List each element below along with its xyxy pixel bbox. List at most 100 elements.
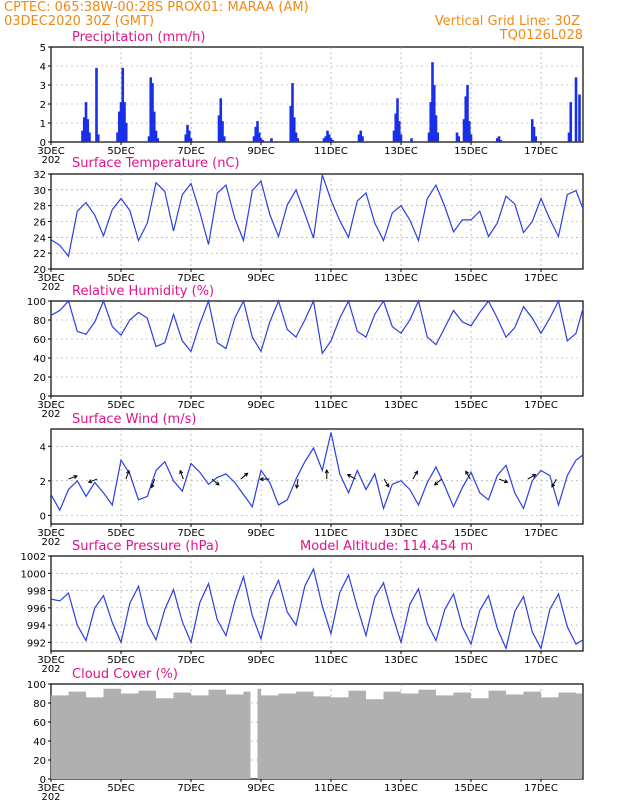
precip-xtick-label: 3DEC: [37, 146, 64, 157]
precip-bar: [147, 136, 151, 142]
humidity-title: Relative Humidity (%): [72, 284, 214, 299]
cloud-cover-bar: [121, 693, 139, 779]
cloud-ytick-label: 0: [40, 775, 46, 786]
wind-ytick-label: 0: [40, 511, 46, 522]
cloud-cover-bar: [68, 691, 86, 779]
precipitation-panel: Precipitation (mm/h) 0 1 2 3 4 5 3DEC 5DEC 7DEC 9…: [37, 30, 584, 166]
precip-bar: [116, 132, 119, 142]
pressure-xtick-label: 11DEC: [314, 655, 348, 666]
wind-year-label: 202: [41, 537, 60, 548]
precip-bar: [574, 77, 578, 142]
wind-direction-arrow: [347, 474, 356, 480]
wind-direction-arrow: [211, 478, 220, 486]
precip-bar: [322, 138, 326, 142]
wind-xtick-label: 7DEC: [177, 528, 204, 539]
cloud-cover-bar: [331, 697, 349, 779]
precip-bar: [329, 138, 333, 142]
precip-bar: [149, 77, 153, 142]
cloud-ytick-label: 60: [33, 718, 46, 729]
pressure-ytick-label: 998: [27, 587, 46, 598]
cloud-cover-bar: [471, 698, 489, 779]
rh-xtick-label: 3DEC: [37, 400, 64, 411]
precip-bar: [396, 98, 399, 142]
precip-bar: [294, 132, 298, 142]
precip-bar: [436, 132, 440, 142]
precip-bar: [466, 85, 469, 142]
wind-direction-arrow: [412, 471, 418, 480]
precip-bar: [434, 115, 438, 142]
precip-bar: [467, 121, 471, 142]
precip-bar: [95, 67, 98, 142]
precip-ytick-label: 2: [40, 100, 46, 111]
wind-direction-arrow: [88, 478, 98, 483]
precip-bar: [429, 102, 433, 142]
wind-frame: [50, 428, 584, 525]
wind-arrow-head: [503, 479, 509, 484]
temp-xtick-label: 5DEC: [107, 273, 134, 284]
wind-arrow-head: [126, 469, 130, 475]
cloud-cover-bar: [261, 695, 279, 779]
precip-bar: [457, 136, 461, 142]
rh-xtick-label: 9DEC: [247, 400, 274, 411]
precipitation-title: Precipitation (mm/h): [72, 30, 205, 45]
precip-bar: [151, 83, 154, 142]
cloud-cover-bar: [208, 689, 226, 779]
cloud-cover-bar: [506, 694, 524, 779]
precip-bar: [532, 126, 536, 142]
wind-direction-arrow: [527, 474, 536, 480]
precip-bar: [567, 132, 571, 142]
wind-xtick-label: 13DEC: [384, 528, 418, 539]
cloud-cover-bar: [558, 692, 576, 779]
precip-bar: [257, 132, 261, 142]
wind-arrow-head: [551, 483, 556, 488]
precip-bar: [154, 130, 158, 142]
precip-bar: [392, 130, 396, 142]
cloud-cover-bar: [296, 691, 314, 779]
precip-bar: [259, 138, 263, 142]
precip-bar: [469, 134, 473, 142]
temp-ytick-label: 24: [33, 233, 46, 244]
precip-bar: [88, 132, 91, 142]
precip-bar: [359, 130, 363, 142]
precip-bar: [462, 119, 466, 142]
pressure-year-label: 202: [41, 664, 60, 675]
cloud-xtick-label: 13DEC: [384, 783, 418, 794]
temp-ytick-label: 28: [33, 202, 46, 213]
precip-bar: [222, 136, 226, 142]
pressure-ytick-label: 1000: [21, 569, 46, 580]
wind-arrow-head: [433, 481, 439, 486]
precip-bar: [331, 140, 335, 142]
rh-ytick-label: 40: [33, 354, 46, 365]
precip-bar: [530, 119, 534, 142]
cloud-ytick-label: 40: [33, 737, 46, 748]
temperature-panel: Surface Temperature (nC) 20 22 24 26 28 30 32 3…: [33, 156, 584, 293]
precip-bar: [117, 111, 121, 142]
wind-arrow-head: [346, 474, 352, 478]
wind-arrow-head: [414, 470, 418, 475]
precip-ytick-label: 5: [40, 43, 46, 54]
cloud-cover-bar: [51, 695, 69, 779]
precip-ytick-label: 0: [40, 138, 46, 149]
cloud-cover-bar: [453, 692, 471, 779]
precip-xtick-label: 13DEC: [384, 146, 418, 157]
temperature-title: Surface Temperature (nC): [72, 156, 240, 171]
precip-bar: [327, 134, 331, 142]
cloud-cover-bar: [173, 692, 191, 779]
precip-bar: [578, 94, 581, 142]
rh-year-label: 202: [41, 409, 60, 420]
precip-xtick-label: 15DEC: [454, 146, 488, 157]
cloud-cover-bar: [541, 697, 559, 779]
wind-arrow-head: [465, 470, 470, 475]
pressure-frame: [50, 555, 584, 652]
wind-arrow-head: [73, 474, 78, 479]
cloud-xtick-label: 5DEC: [107, 783, 134, 794]
cloud-cover-bar: [138, 690, 156, 779]
pressure-xtick-label: 9DEC: [247, 655, 274, 666]
header-date-line: 03DEC2020 30Z (GMT): [4, 14, 154, 29]
precip-xtick-label: 7DEC: [177, 146, 204, 157]
rh-ytick-label: 100: [27, 297, 46, 308]
precip-bar: [324, 136, 328, 142]
precip-bar: [81, 130, 84, 142]
rh-ytick-label: 20: [33, 373, 46, 384]
wind-arrow-head: [294, 484, 300, 489]
